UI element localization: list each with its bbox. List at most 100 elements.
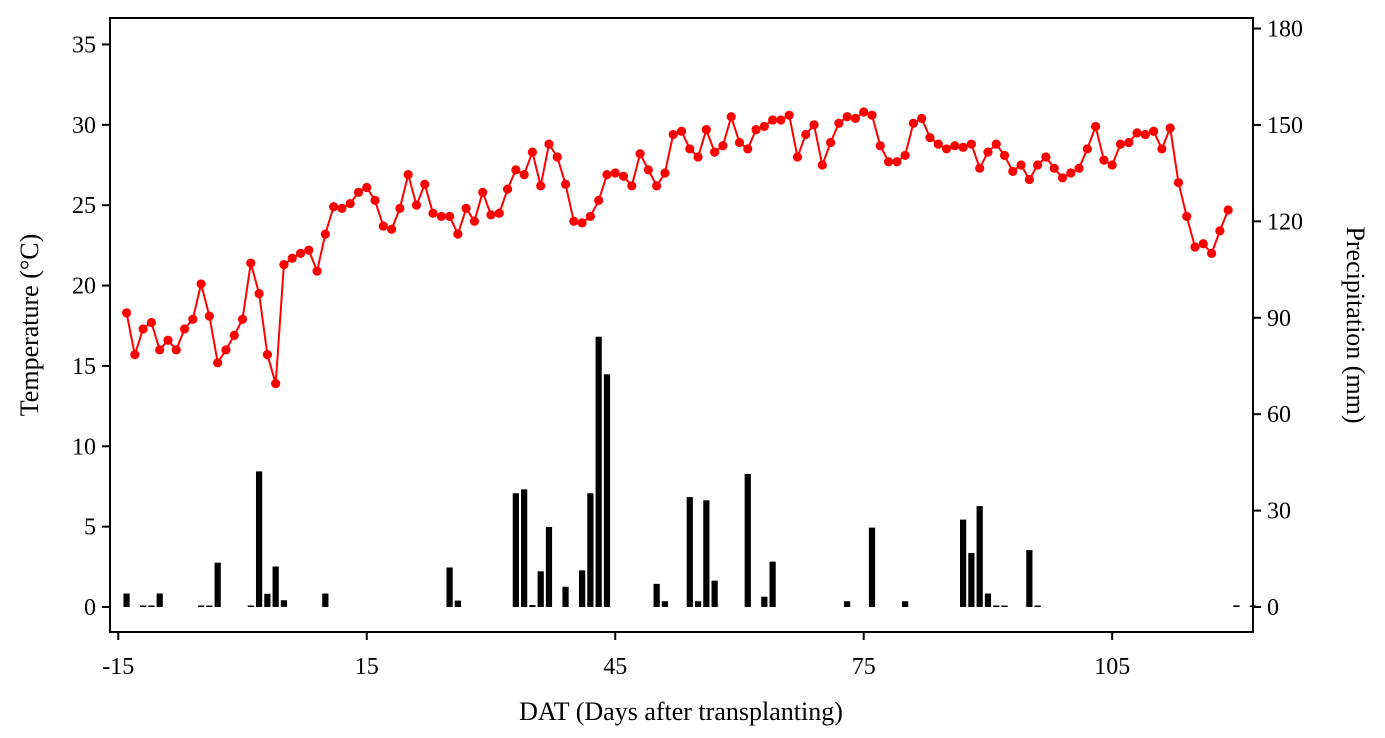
temperature-point xyxy=(1173,178,1184,188)
temperature-point xyxy=(1091,121,1101,132)
precipitation-bar xyxy=(703,500,710,607)
temperature-point xyxy=(395,203,405,213)
temperature-point xyxy=(1157,144,1167,154)
y-right-tick-label: 180 xyxy=(1267,17,1303,43)
temperature-point xyxy=(834,118,844,128)
y-axis-right-title: Precipitation (mm) xyxy=(1341,226,1370,423)
temperature-point xyxy=(743,144,753,154)
temperature-point xyxy=(461,203,471,213)
temperature-point xyxy=(179,324,190,334)
temperature-point xyxy=(966,139,976,149)
temperature-point xyxy=(213,358,223,368)
temperature-point xyxy=(1198,239,1208,249)
temperature-point xyxy=(552,152,562,162)
temperature-point xyxy=(660,168,670,178)
y-left-tick-label: 25 xyxy=(72,193,96,219)
temperature-point xyxy=(329,202,339,212)
temperature-point xyxy=(726,112,736,122)
y-left-tick-label: 5 xyxy=(84,515,96,541)
temperature-point xyxy=(817,160,827,170)
precipitation-bar xyxy=(148,605,155,607)
precipitation-bar xyxy=(545,526,553,607)
temperature-point xyxy=(867,110,877,120)
precipitation-bar xyxy=(272,566,279,607)
precipitation-bar xyxy=(454,600,461,607)
temperature-point xyxy=(188,314,198,324)
temperature-point xyxy=(685,144,695,154)
temperature-point xyxy=(121,308,132,318)
temperature-point xyxy=(983,147,993,157)
temperature-point xyxy=(511,165,521,175)
temperature-point xyxy=(792,152,803,162)
precipitation-bar xyxy=(595,336,602,607)
temperature-point xyxy=(1082,144,1092,154)
precipitation-bar xyxy=(140,605,147,607)
temperature-point xyxy=(171,345,181,355)
temperature-point xyxy=(809,120,819,130)
temperature-point xyxy=(130,350,140,360)
y-left-tick-label: 35 xyxy=(72,32,96,58)
temperature-point xyxy=(618,171,629,181)
precipitation-bar xyxy=(960,519,967,607)
y-left-tick-label: 30 xyxy=(72,113,96,139)
temperature-point xyxy=(387,224,397,234)
temperature-point xyxy=(710,147,720,157)
temperature-point xyxy=(1024,174,1034,185)
precipitation-bar xyxy=(968,553,975,607)
temperature-point xyxy=(494,208,504,218)
temperature-point xyxy=(917,113,927,123)
temperature-point xyxy=(1099,155,1109,165)
y-right-tick-label: 30 xyxy=(1267,499,1291,525)
temperature-point xyxy=(602,170,612,180)
temperature-point xyxy=(1190,242,1200,252)
y-left-tick-label: 0 xyxy=(84,595,96,621)
temperature-point xyxy=(999,150,1010,160)
precipitation-bar xyxy=(686,497,693,607)
temperature-point xyxy=(577,218,587,228)
temperature-point xyxy=(320,229,330,239)
temperature-point xyxy=(1215,226,1225,236)
precipitation-bar xyxy=(1034,605,1041,607)
precipitation-bar xyxy=(322,593,329,607)
temperature-point xyxy=(892,157,902,167)
temperature-point xyxy=(1149,126,1159,136)
precipitation-bar xyxy=(446,567,453,607)
temperature-point xyxy=(428,208,438,218)
precipitation-bars xyxy=(123,336,1257,607)
y-left-tick-label: 10 xyxy=(72,434,96,460)
temperature-point xyxy=(693,152,703,162)
temperature-point xyxy=(155,345,165,355)
temperature-point xyxy=(229,330,239,340)
temperature-point xyxy=(403,170,413,180)
temperature-point xyxy=(536,181,546,191)
temperature-point xyxy=(353,187,364,197)
temperature-point xyxy=(594,195,604,205)
temperature-point xyxy=(784,110,794,120)
temperature-point xyxy=(370,195,380,205)
temperature-point xyxy=(610,168,620,178)
precipitation-bar xyxy=(198,605,205,607)
temperature-point xyxy=(1033,160,1043,170)
temperature-point xyxy=(304,245,314,255)
precipitation-bar xyxy=(1233,605,1240,607)
temperature-point xyxy=(941,144,952,154)
temperature-point xyxy=(337,203,347,213)
temperature-point xyxy=(925,133,935,143)
temperature-point xyxy=(975,163,985,173)
temperature-point xyxy=(287,253,297,263)
temperature-point xyxy=(652,181,662,191)
temperature-point xyxy=(1057,173,1068,183)
temperature-point xyxy=(196,279,206,289)
temperature-point xyxy=(1016,160,1026,170)
precipitation-bar xyxy=(902,601,909,607)
x-tick-label: 15 xyxy=(355,654,379,680)
temperature-point xyxy=(1107,160,1117,170)
y-left-tick-label: 15 xyxy=(72,354,96,380)
temperature-point xyxy=(237,314,248,324)
y-axis-left-title: Temperature (°C) xyxy=(15,234,44,417)
temperature-point xyxy=(246,258,256,268)
temperature-point xyxy=(900,150,910,160)
temperature-point xyxy=(519,170,529,180)
x-tick-label: 45 xyxy=(603,654,627,680)
